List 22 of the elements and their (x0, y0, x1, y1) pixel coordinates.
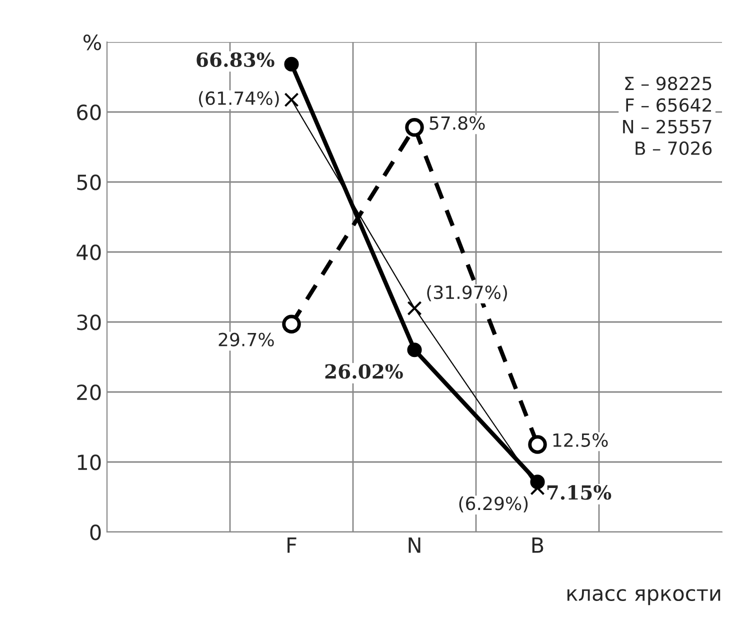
x-tick-label: F (288, 538, 296, 553)
annotation: Σ – 98225 F – 65642 N – 25557 B – 7026 (623, 76, 712, 156)
y-tick-label: % (83, 34, 101, 50)
data-label: 57.8% (430, 116, 485, 130)
x-axis-title: класс яркости (567, 589, 720, 606)
data-label: (61.74%) (199, 91, 279, 108)
y-tick-label: 0 (90, 524, 101, 540)
data-label: 26.02% (325, 364, 403, 379)
y-tick-label: 40 (76, 244, 101, 260)
y-tick-label: 60 (77, 104, 101, 120)
data-label: 7.15% (547, 485, 612, 500)
data-label: (31.97%) (427, 285, 507, 302)
y-tick-label: 20 (77, 384, 101, 400)
x-tick-label: B (532, 538, 544, 553)
data-label: (6.29%) (459, 496, 528, 512)
data-label: 66.83% (196, 52, 274, 68)
y-tick-label: 50 (77, 174, 101, 190)
y-tick-label: 10 (78, 454, 101, 470)
x-tick-label: N (408, 538, 420, 553)
data-label: 12.5% (553, 433, 608, 447)
y-tick-label: 30 (77, 314, 101, 330)
data-label: 29.7% (218, 332, 274, 346)
